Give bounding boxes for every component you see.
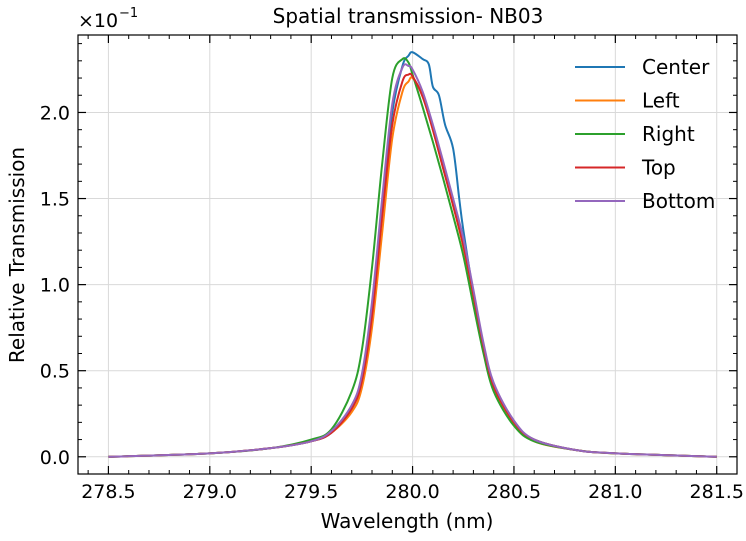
x-tick-label: 280.5 — [487, 481, 541, 503]
chart-title: Spatial transmission- NB03 — [273, 4, 544, 28]
plot-series — [108, 51, 717, 458]
x-tick-label: 281.0 — [588, 481, 642, 503]
legend-label-right: Right — [642, 122, 695, 146]
x-tick-labels: 278.5 279.0 279.5 280.0 280.5 281.0 281.5 — [81, 481, 744, 503]
x-tick-label: 278.5 — [81, 481, 135, 503]
legend-label-top: Top — [641, 156, 676, 180]
plot-area-frame — [77, 34, 738, 475]
series-line-bottom — [108, 63, 717, 458]
y-axis-label: Relative Transmission — [5, 147, 29, 363]
legend-label-center: Center — [642, 55, 710, 79]
legend: Center Left Right Top Bottom — [575, 55, 715, 213]
y-tick-labels: 0.0 0.5 1.0 1.5 2.0 — [40, 102, 70, 468]
y-tick-label: 0.0 — [40, 447, 70, 469]
y-tick-label: 2.0 — [40, 102, 70, 124]
y-tick-label: 1.5 — [40, 189, 70, 211]
y-scale-exponent: −1 — [119, 6, 138, 21]
grid — [78, 35, 737, 474]
x-tick-label: 279.5 — [284, 481, 338, 503]
x-axis-label: Wavelength (nm) — [321, 509, 494, 533]
x-tick-label: 280.0 — [385, 481, 439, 503]
series-line-top — [108, 72, 717, 458]
legend-label-bottom: Bottom — [642, 189, 715, 213]
y-tick-label: 1.0 — [40, 275, 70, 297]
x-tick-label: 279.0 — [183, 481, 237, 503]
y-scale-base: ×10 — [78, 10, 118, 32]
y-tick-label: 0.5 — [40, 361, 70, 383]
legend-label-left: Left — [642, 89, 680, 113]
x-tick-label: 281.5 — [690, 481, 744, 503]
ticks — [78, 35, 738, 475]
